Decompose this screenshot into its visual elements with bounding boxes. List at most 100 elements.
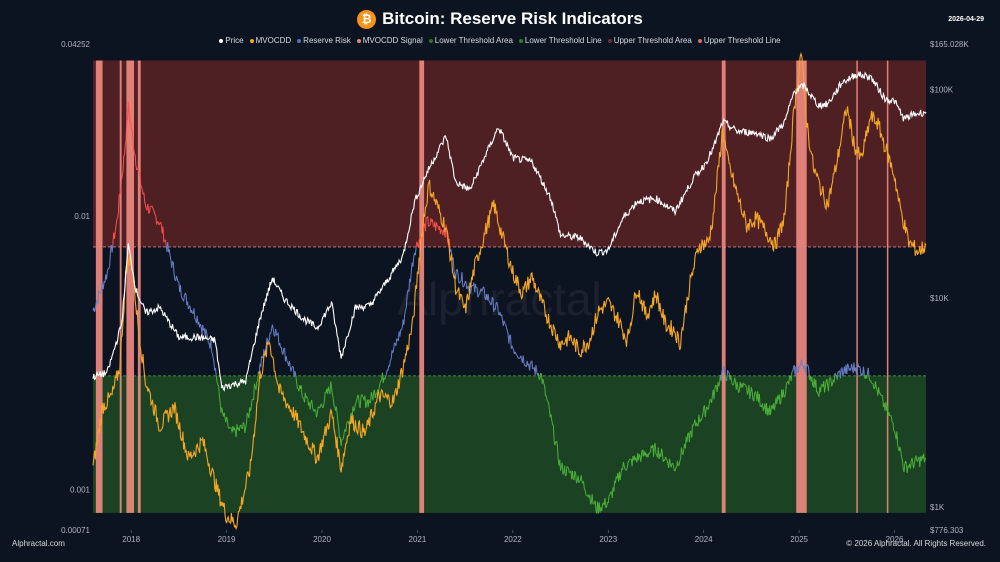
reserve-risk-segment [396,338,398,341]
legend-item-lower-threshold-area[interactable]: Lower Threshold Area [428,36,513,45]
reserve-risk-segment [706,406,709,410]
price-line [92,70,927,392]
reserve-risk-segment [879,392,882,396]
legend-swatch-icon [297,38,302,43]
reserve-risk-segment [863,366,865,376]
reserve-risk-segment [266,337,269,340]
legend-item-reserve-risk[interactable]: Reserve Risk [297,36,351,45]
reserve-risk-segment [909,461,912,469]
legend-label: Upper Threshold Line [703,36,781,45]
legend-item-upper-threshold-line[interactable]: Upper Threshold Line [697,36,781,45]
reserve-risk-segment [799,364,802,367]
reserve-risk-segment [647,452,650,458]
reserve-risk-segment [213,361,216,371]
reserve-risk-segment [319,406,321,409]
x-axis-tick-label: 2024 [695,535,713,544]
reserve-risk-segment [137,168,140,173]
reserve-risk-segment [738,389,740,393]
reserve-risk-segment [672,462,674,466]
reserve-risk-segment [148,212,150,214]
reserve-risk-segment [427,216,430,227]
right-axis-tick-label: $100K [930,85,954,94]
reserve-risk-segment [460,280,462,283]
reserve-risk-segment [782,389,785,398]
reserve-risk-segment [842,372,845,377]
reserve-risk-segment [405,306,407,310]
legend-item-price[interactable]: Price [219,36,244,45]
legend-item-lower-threshold-line[interactable]: Lower Threshold Line [518,36,602,45]
reserve-risk-segment [432,219,434,227]
reserve-risk-segment [218,385,220,397]
reserve-risk-segment [212,357,215,362]
reserve-risk-segment [412,256,415,267]
reserve-risk-segment [418,238,421,240]
signal-band [126,60,135,513]
reserve-risk-segment [731,380,733,385]
chart-legend: Price MVOCDD Reserve Risk MVOCDD Signal … [0,36,1000,45]
reserve-risk-segment [106,271,108,280]
legend-item-mvocdd[interactable]: MVOCDD [249,36,291,45]
reserve-risk-segment [153,211,156,215]
reserve-risk-segment [834,372,837,375]
reserve-risk-segment [531,360,534,370]
reserve-risk-segment [626,461,629,468]
reserve-risk-segment [335,406,338,414]
reserve-risk-segment [380,379,383,382]
reserve-risk-segment [897,445,899,450]
reserve-risk-segment [745,385,748,388]
reserve-risk-segment [916,457,919,462]
reserve-risk-segment [196,315,199,325]
reserve-risk-segment [816,391,819,395]
reserve-risk-segment [409,271,412,283]
reserve-risk-segment [393,342,395,351]
signal-band [721,60,726,513]
reserve-risk-segment [414,247,417,256]
reserve-risk-segment [514,351,517,355]
reserve-risk-segment [385,369,388,375]
reserve-risk-segment [128,112,131,122]
reserve-risk-segment [913,462,915,469]
reserve-risk-segment [794,366,797,377]
signal-band [419,60,425,513]
reserve-risk-segment [824,386,826,393]
reserve-risk-segment [511,345,514,349]
footer-brand[interactable]: Alphractal.com [12,539,65,548]
reserve-risk-segment [171,261,174,268]
reserve-risk-segment [539,373,542,380]
reserve-risk-segment [723,365,725,368]
reserve-risk-segment [361,394,364,397]
reserve-risk-segment [94,307,96,312]
reserve-risk-segment [532,368,534,370]
reserve-risk-segment [577,475,580,483]
reserve-risk-segment [428,224,431,227]
reserve-risk-segment [851,363,853,369]
reserve-risk-segment [601,504,604,512]
legend-item-mvocdd-signal[interactable]: MVOCDD Signal [356,36,423,45]
reserve-risk-segment [253,383,256,387]
legend-item-upper-threshold-area[interactable]: Upper Threshold Area [607,36,692,45]
x-axis-tick-label: 2019 [218,535,236,544]
reserve-risk-segment [244,428,247,433]
reserve-risk-segment [98,290,100,293]
reserve-risk-segment [176,275,178,279]
reserve-risk-segment [94,302,97,308]
reserve-risk-segment [859,365,861,369]
legend-label: Reserve Risk [303,36,351,45]
reserve-risk-segment [718,382,721,387]
reserve-risk-segment [548,402,550,410]
reserve-risk-segment [875,387,878,390]
reserve-risk-segment [638,454,641,457]
reserve-risk-segment [608,494,611,497]
legend-label: Upper Threshold Area [613,36,692,45]
reserve-risk-segment [115,219,118,226]
reserve-risk-segment [164,239,167,245]
x-axis-tick-label: 2018 [122,535,140,544]
reserve-risk-segment [390,358,392,361]
right-axis-tick-label: $1K [930,503,945,512]
reserve-risk-segment [800,359,803,365]
reserve-risk-segment [330,381,333,388]
reserve-risk-segment [726,370,729,381]
legend-swatch-icon [428,38,433,43]
reserve-risk-segment [734,377,736,383]
